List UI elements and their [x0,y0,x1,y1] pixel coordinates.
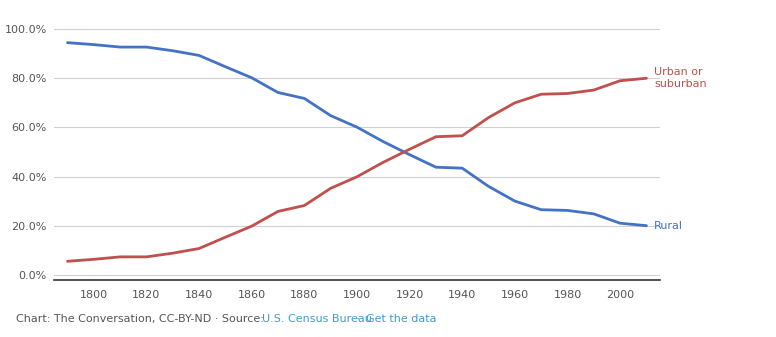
Text: ·: · [353,313,364,324]
Text: Rural: Rural [654,221,684,231]
Text: Urban or
suburban: Urban or suburban [654,67,707,89]
Text: U.S. Census Bureau: U.S. Census Bureau [262,313,372,324]
Text: Chart: The Conversation, CC-BY-ND · Source:: Chart: The Conversation, CC-BY-ND · Sour… [16,313,267,324]
Text: Get the data: Get the data [366,313,437,324]
